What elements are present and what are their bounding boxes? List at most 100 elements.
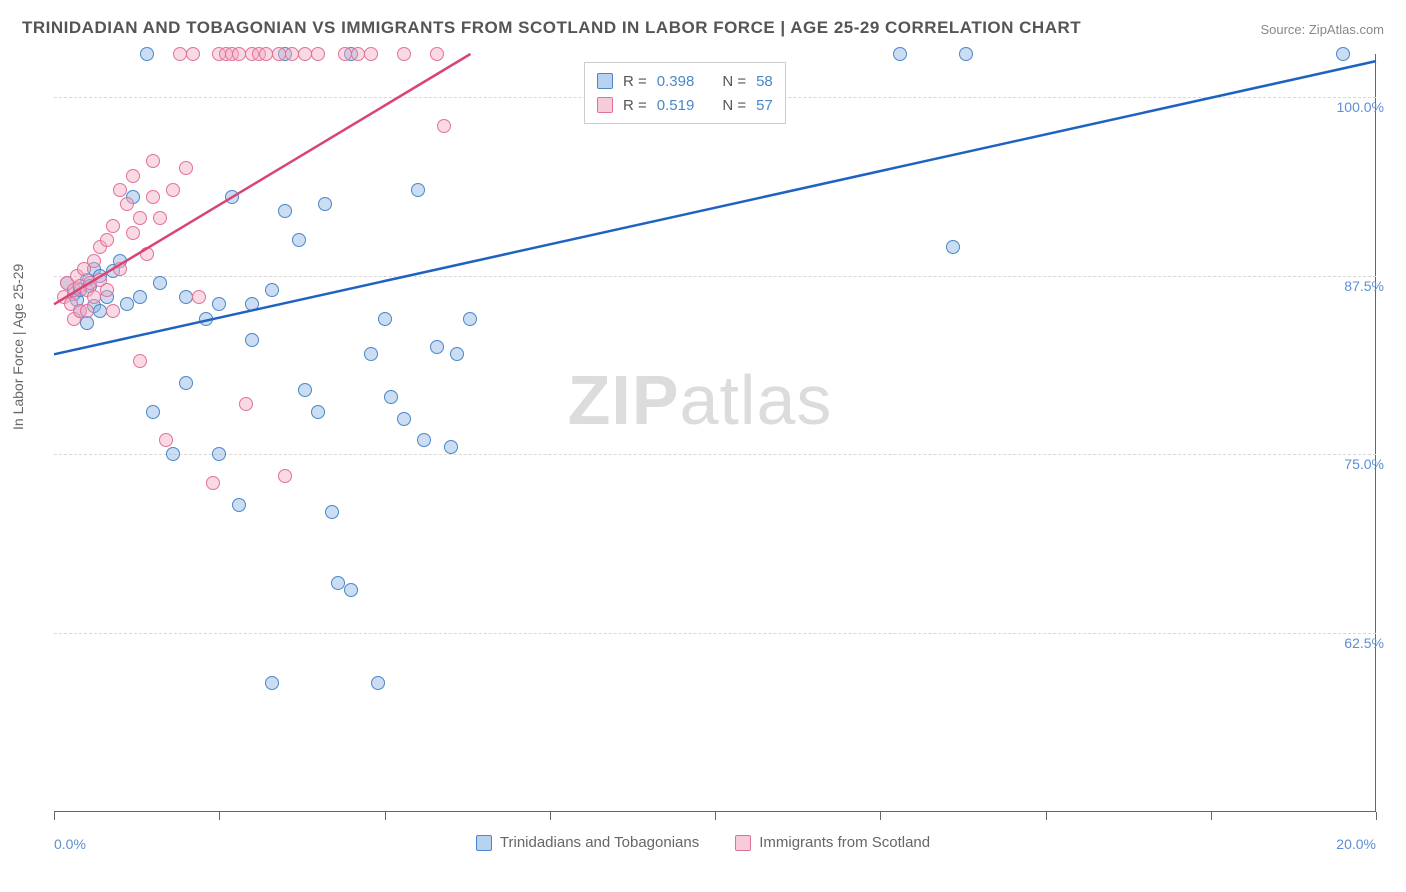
scatter-point bbox=[179, 290, 193, 304]
scatter-point bbox=[153, 211, 167, 225]
scatter-point bbox=[100, 233, 114, 247]
scatter-point bbox=[120, 297, 134, 311]
scatter-point bbox=[311, 405, 325, 419]
scatter-point bbox=[364, 347, 378, 361]
scatter-point bbox=[384, 390, 398, 404]
scatter-point bbox=[417, 433, 431, 447]
scatter-point bbox=[959, 47, 973, 61]
x-tick bbox=[219, 812, 220, 820]
legend-label-blue: Trinidadians and Tobagonians bbox=[500, 834, 699, 851]
scatter-point bbox=[113, 262, 127, 276]
scatter-point bbox=[245, 333, 259, 347]
legend-item-blue: Trinidadians and Tobagonians bbox=[476, 834, 699, 851]
y-tick-label: 62.5% bbox=[1344, 635, 1384, 651]
legend-label-pink: Immigrants from Scotland bbox=[759, 834, 930, 851]
legend: Trinidadians and Tobagonians Immigrants … bbox=[0, 834, 1406, 851]
chart-title: TRINIDADIAN AND TOBAGONIAN VS IMMIGRANTS… bbox=[22, 18, 1081, 38]
scatter-point bbox=[80, 304, 94, 318]
scatter-point bbox=[946, 240, 960, 254]
stats-swatch-blue bbox=[597, 73, 613, 89]
y-axis-label: In Labor Force | Age 25-29 bbox=[10, 264, 26, 430]
scatter-point bbox=[1336, 47, 1350, 61]
scatter-point bbox=[278, 469, 292, 483]
scatter-point bbox=[272, 47, 286, 61]
y-tick-label: 100.0% bbox=[1337, 99, 1384, 115]
scatter-point bbox=[397, 47, 411, 61]
legend-swatch-blue bbox=[476, 835, 492, 851]
scatter-point bbox=[371, 676, 385, 690]
x-tick bbox=[385, 812, 386, 820]
scatter-point bbox=[444, 440, 458, 454]
scatter-point bbox=[93, 304, 107, 318]
scatter-point bbox=[430, 340, 444, 354]
scatter-point bbox=[225, 190, 239, 204]
scatter-point bbox=[265, 283, 279, 297]
stats-swatch-pink bbox=[597, 97, 613, 113]
legend-item-pink: Immigrants from Scotland bbox=[735, 834, 930, 851]
scatter-point bbox=[199, 312, 213, 326]
gridline-h bbox=[54, 276, 1376, 277]
scatter-point bbox=[378, 312, 392, 326]
scatter-point bbox=[298, 383, 312, 397]
scatter-point bbox=[133, 354, 147, 368]
stats-r-label: R = bbox=[623, 73, 647, 90]
scatter-point bbox=[311, 47, 325, 61]
scatter-point bbox=[186, 47, 200, 61]
scatter-point bbox=[463, 312, 477, 326]
stats-r-label: R = bbox=[623, 97, 647, 114]
x-tick bbox=[1211, 812, 1212, 820]
scatter-point bbox=[437, 119, 451, 133]
scatter-point bbox=[259, 47, 273, 61]
scatter-point bbox=[450, 347, 464, 361]
scatter-point bbox=[166, 447, 180, 461]
scatter-point bbox=[166, 183, 180, 197]
scatter-point bbox=[126, 226, 140, 240]
scatter-point bbox=[146, 190, 160, 204]
stats-n-label: N = bbox=[722, 73, 746, 90]
scatter-point bbox=[397, 412, 411, 426]
scatter-point bbox=[113, 183, 127, 197]
x-tick bbox=[715, 812, 716, 820]
scatter-point bbox=[325, 505, 339, 519]
scatter-point bbox=[159, 433, 173, 447]
source-label: Source: ZipAtlas.com bbox=[1260, 22, 1384, 37]
scatter-point bbox=[364, 47, 378, 61]
x-tick bbox=[1376, 812, 1377, 820]
scatter-point bbox=[100, 283, 114, 297]
y-tick-label: 75.0% bbox=[1344, 456, 1384, 472]
scatter-point bbox=[140, 247, 154, 261]
scatter-point bbox=[179, 161, 193, 175]
scatter-point bbox=[153, 276, 167, 290]
scatter-point bbox=[140, 47, 154, 61]
stats-n-value: 58 bbox=[756, 73, 773, 90]
scatter-point bbox=[344, 583, 358, 597]
scatter-point bbox=[133, 211, 147, 225]
scatter-point bbox=[285, 47, 299, 61]
scatter-point bbox=[192, 290, 206, 304]
scatter-point bbox=[245, 297, 259, 311]
scatter-point bbox=[411, 183, 425, 197]
scatter-point bbox=[292, 233, 306, 247]
scatter-point bbox=[206, 476, 220, 490]
stats-row-pink: R = 0.519 N = 57 bbox=[597, 93, 773, 117]
scatter-point bbox=[133, 290, 147, 304]
stats-r-value: 0.398 bbox=[657, 73, 695, 90]
x-tick bbox=[54, 812, 55, 820]
stats-n-value: 57 bbox=[756, 97, 773, 114]
stats-r-value: 0.519 bbox=[657, 97, 695, 114]
scatter-point bbox=[331, 576, 345, 590]
scatter-point bbox=[318, 197, 332, 211]
scatter-point bbox=[232, 47, 246, 61]
gridline-h bbox=[54, 633, 1376, 634]
scatter-point bbox=[106, 304, 120, 318]
scatter-point bbox=[893, 47, 907, 61]
stats-row-blue: R = 0.398 N = 58 bbox=[597, 69, 773, 93]
x-tick bbox=[1046, 812, 1047, 820]
scatter-point bbox=[146, 405, 160, 419]
scatter-point bbox=[232, 498, 246, 512]
scatter-point bbox=[430, 47, 444, 61]
y-tick-label: 87.5% bbox=[1344, 278, 1384, 294]
gridline-h bbox=[54, 454, 1376, 455]
stats-box: R = 0.398 N = 58 R = 0.519 N = 57 bbox=[584, 62, 786, 124]
scatter-point bbox=[87, 254, 101, 268]
